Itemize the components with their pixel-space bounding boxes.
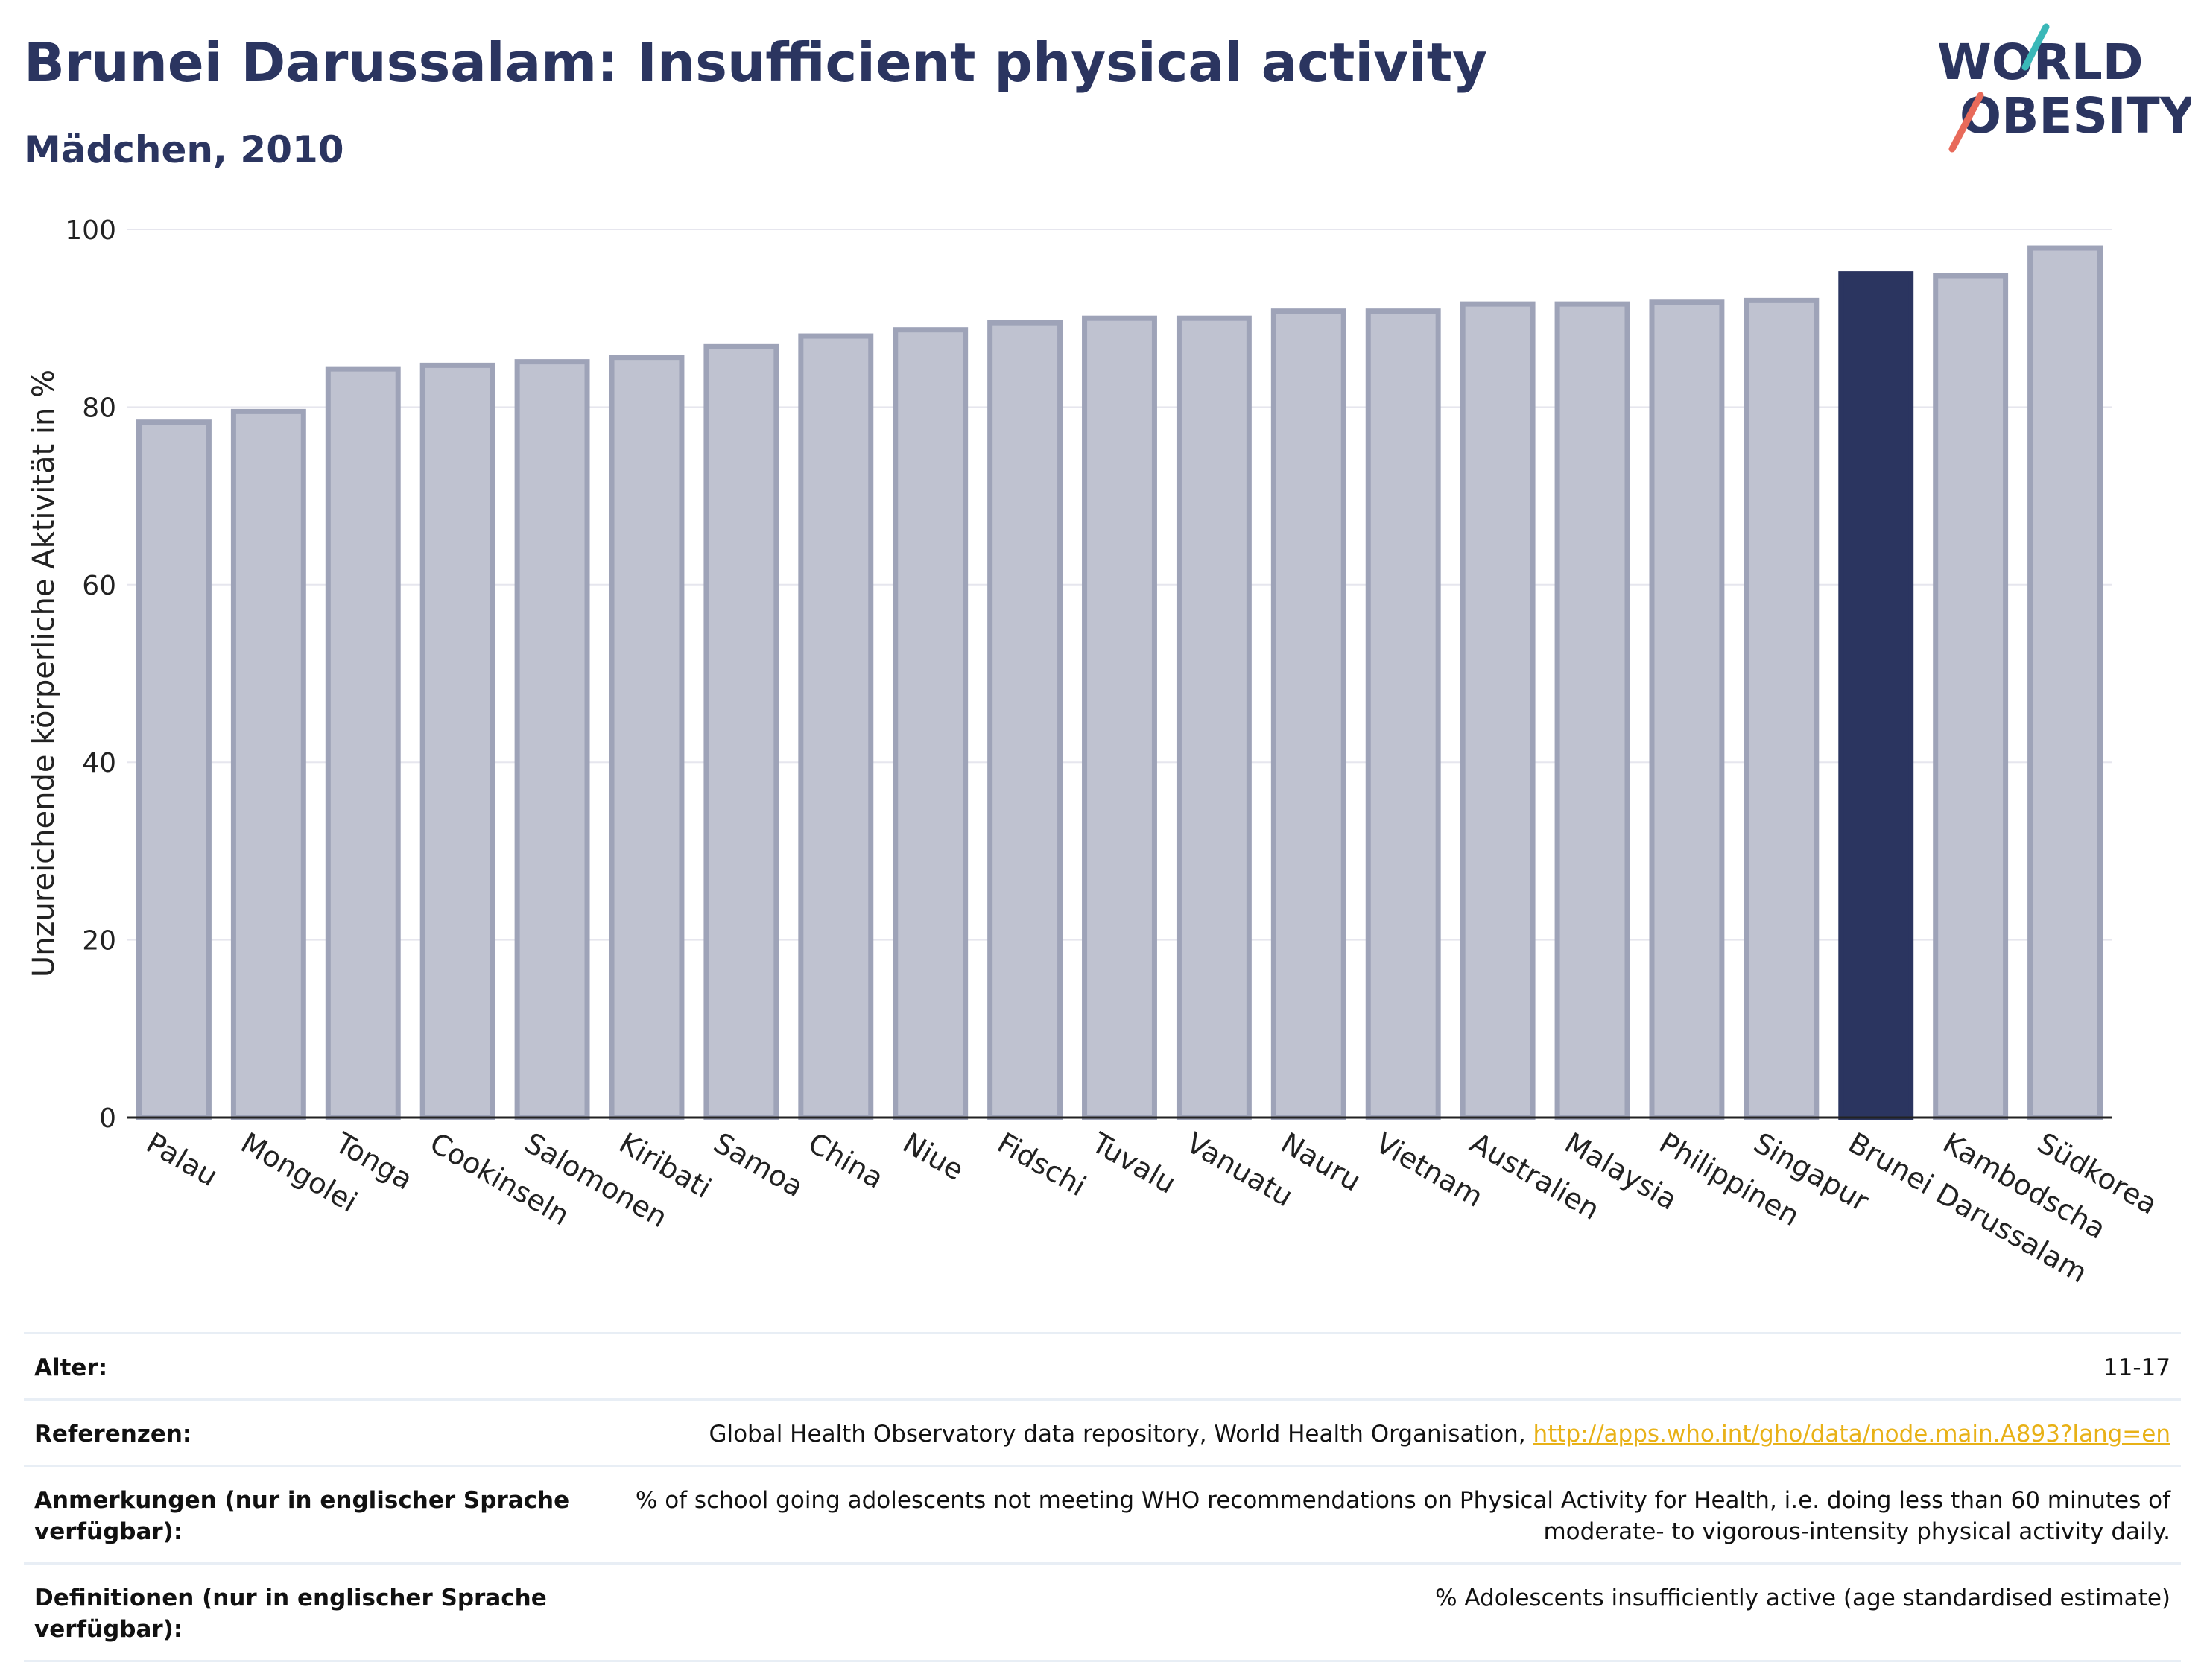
x-tick-label: Vietnam xyxy=(1370,1126,1489,1214)
metadata-value-text: Global Health Observatory data repositor… xyxy=(709,1421,1526,1448)
bar xyxy=(514,359,590,1120)
page-subtitle: Mädchen, 2010 xyxy=(24,128,344,171)
metadata-row: Definitionen (nur in englischer Sprache … xyxy=(24,1562,2181,1662)
y-axis-ticks: 0 20 40 60 80 100 xyxy=(65,215,116,1134)
bar xyxy=(325,366,401,1120)
metadata-row: Alter: 11-17 xyxy=(24,1332,2181,1398)
metadata-row: Referenzen: Global Health Observatory dat… xyxy=(24,1398,2181,1465)
bar xyxy=(798,333,874,1120)
bar xyxy=(1460,301,1536,1120)
y-tick-label: 40 xyxy=(82,748,116,779)
metadata-value-text: 11-17 xyxy=(2103,1354,2170,1381)
metadata-key: Anmerkungen (nur in englischer Sprache v… xyxy=(34,1487,570,1545)
bar xyxy=(1365,308,1441,1120)
bar xyxy=(2027,245,2103,1120)
metadata-value: % of school going adolescents not meetin… xyxy=(583,1485,2170,1547)
y-tick-label: 60 xyxy=(82,571,116,601)
metadata-table: Alter: 11-17 Referenzen: Global Health Obse… xyxy=(24,1332,2181,1662)
metadata-value: 11-17 xyxy=(2103,1352,2170,1383)
metadata-value: % Adolescents insufficiently active (age… xyxy=(1435,1582,2170,1614)
y-tick-label: 100 xyxy=(65,215,116,246)
y-axis-label: Unzureichende körperliche Aktivität in % xyxy=(27,370,61,977)
x-tick-label: Palau xyxy=(141,1126,224,1193)
bar xyxy=(230,408,306,1120)
metadata-value: Global Health Observatory data repositor… xyxy=(709,1419,2170,1450)
bar xyxy=(703,343,779,1120)
metadata-key: Alter: xyxy=(34,1354,108,1381)
bar xyxy=(1554,301,1630,1120)
bar xyxy=(1176,315,1252,1120)
x-tick-label: Fidschi xyxy=(992,1126,1092,1203)
x-tick-label: Niue xyxy=(897,1126,969,1187)
y-tick-label: 80 xyxy=(82,393,116,423)
x-tick-label: China xyxy=(802,1126,889,1195)
metadata-row: Anmerkungen (nur in englischer Sprache v… xyxy=(24,1465,2181,1562)
bars xyxy=(136,245,2103,1120)
y-tick-label: 20 xyxy=(82,926,116,957)
reference-link[interactable]: http://apps.who.int/gho/data/node.main.A… xyxy=(1533,1421,2170,1448)
bar xyxy=(1933,273,2009,1120)
x-tick-label: Samoa xyxy=(708,1126,808,1204)
logo-slash-red xyxy=(1948,92,1984,153)
metadata-key: Definitionen (nur in englischer Sprache … xyxy=(34,1585,547,1643)
x-tick-label: Tuvalu xyxy=(1086,1126,1181,1200)
bar xyxy=(1649,299,1725,1120)
x-tick-label: Vanuatu xyxy=(1181,1126,1299,1213)
page-title: Brunei Darussalam: Insufficient physical… xyxy=(24,31,1488,94)
bar xyxy=(1744,297,1820,1120)
bar xyxy=(136,419,212,1120)
bar xyxy=(987,320,1063,1120)
bar-highlight xyxy=(1838,271,1914,1120)
metadata-key: Referenzen: xyxy=(34,1421,192,1448)
metadata-value-text: % of school going adolescents not meetin… xyxy=(635,1487,2170,1545)
bar xyxy=(609,355,685,1120)
bar xyxy=(1270,308,1346,1120)
bar xyxy=(1082,315,1157,1120)
world-obesity-logo: WORLD OBESITY xyxy=(1937,23,2191,153)
metadata-value-text: % Adolescents insufficiently active (age… xyxy=(1435,1585,2170,1611)
logo-line2: OBESITY xyxy=(1960,87,2191,145)
bar xyxy=(419,362,495,1120)
bar xyxy=(893,327,969,1120)
logo-slash-teal xyxy=(2021,23,2050,71)
y-tick-label: 0 xyxy=(99,1103,116,1134)
